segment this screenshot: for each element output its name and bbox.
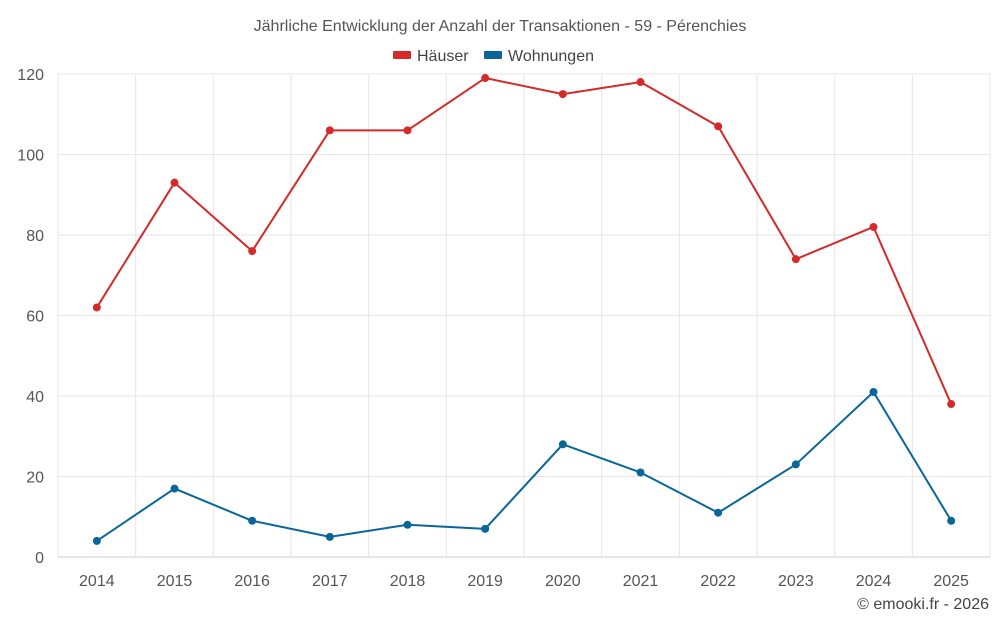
x-tick-label: 2022 — [700, 573, 736, 590]
data-point-wohnungen[interactable] — [481, 524, 490, 533]
x-tick-label: 2016 — [234, 573, 270, 590]
x-tick-label: 2019 — [467, 573, 503, 590]
x-tick-label: 2014 — [79, 573, 115, 590]
data-point-haeuser[interactable] — [92, 303, 101, 312]
data-point-wohnungen[interactable] — [170, 484, 179, 493]
y-tick-label: 100 — [17, 148, 44, 165]
x-axis: 2014 2015 2016 2017 2018 2019 2020 2021 2022 2023… — [79, 573, 969, 590]
legend: Häuser Wohnungen — [393, 48, 594, 65]
data-point-wohnungen[interactable] — [791, 460, 800, 469]
data-point-haeuser[interactable] — [170, 178, 179, 187]
legend-label-haeuser: Häuser — [417, 48, 469, 65]
y-tick-label: 0 — [35, 550, 44, 567]
data-point-wohnungen[interactable] — [636, 468, 645, 477]
x-tick-label: 2021 — [623, 573, 659, 590]
y-tick-label: 80 — [26, 228, 44, 245]
data-point-wohnungen[interactable] — [714, 508, 723, 517]
data-point-wohnungen[interactable] — [403, 520, 412, 529]
series-line-wohnungen — [96, 390, 953, 542]
x-tick-label: 2015 — [157, 573, 193, 590]
data-point-wohnungen[interactable] — [869, 387, 878, 396]
data-point-haeuser[interactable] — [481, 74, 490, 83]
x-tick-label: 2025 — [933, 573, 969, 590]
data-point-haeuser[interactable] — [791, 255, 800, 264]
gridlines — [57, 73, 991, 558]
x-tick-label: 2020 — [545, 573, 581, 590]
y-axis: 0 20 40 60 80 100 120 — [17, 67, 44, 567]
y-tick-label: 20 — [26, 470, 44, 487]
x-tick-label: 2024 — [856, 573, 892, 590]
data-point-haeuser[interactable] — [869, 222, 878, 231]
data-point-haeuser[interactable] — [558, 90, 567, 99]
legend-swatch-wohnungen — [484, 51, 502, 59]
data-point-haeuser[interactable] — [325, 126, 334, 135]
data-point-wohnungen[interactable] — [947, 516, 956, 525]
x-tick-label: 2023 — [778, 573, 814, 590]
y-tick-label: 40 — [26, 389, 44, 406]
data-point-haeuser[interactable] — [248, 247, 257, 256]
data-point-wohnungen[interactable] — [558, 440, 567, 449]
x-tick-label: 2018 — [390, 573, 426, 590]
series-layer — [92, 74, 956, 545]
legend-swatch-haeuser — [393, 51, 411, 59]
data-point-wohnungen[interactable] — [248, 516, 257, 525]
data-point-haeuser[interactable] — [947, 400, 956, 409]
series-line-haeuser — [95, 77, 953, 405]
chart-title: Jährliche Entwicklung der Anzahl der Tra… — [254, 18, 747, 35]
credit-text: © emooki.fr - 2026 — [857, 596, 989, 613]
y-tick-label: 60 — [26, 309, 44, 326]
data-point-wohnungen[interactable] — [325, 532, 334, 541]
y-tick-label: 120 — [17, 67, 44, 84]
legend-label-wohnungen: Wohnungen — [508, 48, 594, 65]
data-point-wohnungen[interactable] — [92, 536, 101, 545]
data-point-haeuser[interactable] — [714, 122, 723, 131]
data-point-haeuser[interactable] — [636, 78, 645, 87]
data-point-haeuser[interactable] — [403, 126, 412, 135]
x-tick-label: 2017 — [312, 573, 348, 590]
